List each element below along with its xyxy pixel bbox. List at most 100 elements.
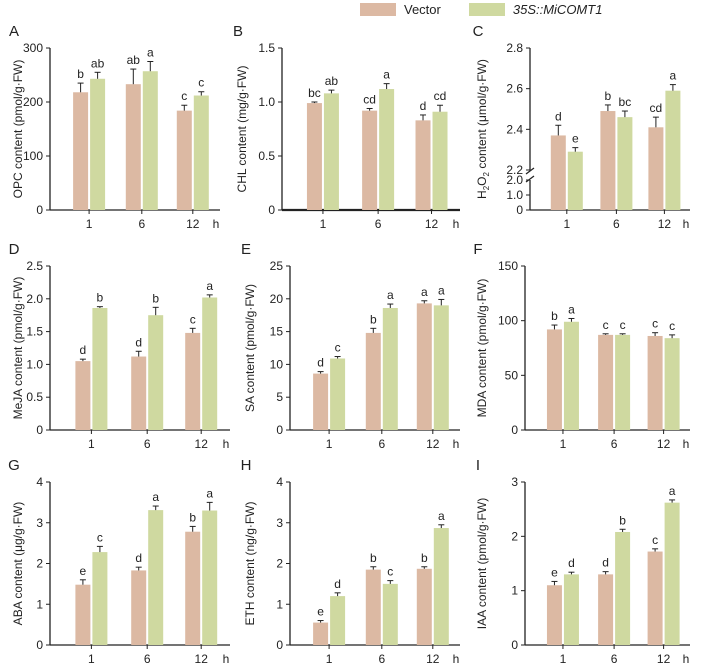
y-tick-label: 0 [36,203,43,217]
panel-letter-e: E [241,241,251,258]
significance-letter: a [383,68,390,82]
bar-overexpression [92,307,108,430]
x-unit-label: h [213,217,220,231]
x-tick-label: 12 [425,217,439,231]
y-tick-label: 0 [511,638,518,652]
bar-vector [647,551,663,645]
x-tick-label: 1 [326,437,333,451]
significance-letter: a [438,509,445,523]
bar-overexpression [323,93,339,210]
significance-letter: cd [363,92,376,106]
significance-letter: c [181,89,187,103]
x-tick-label: 12 [426,652,440,666]
y-tick-label: 3 [511,475,518,489]
significance-letter: b [605,89,612,103]
x-tick-label: 6 [138,217,145,231]
bar-overexpression [615,334,631,430]
bar-overexpression [92,552,108,645]
bar-vector [415,120,431,210]
panel-e: E 0 5 10 15 20 25 SA content (pmol/g·FW) 1 6 12 h d b… [241,241,460,451]
y-tick-label: 10 [270,357,284,371]
significance-letter: c [97,530,103,544]
bar-vector [416,568,432,645]
significance-letter: c [190,312,196,326]
significance-letter: c [387,565,393,579]
bar-overexpression [330,358,346,430]
bar-vector [131,356,147,430]
panel-b: B 0 0.5 1.0 1.5 CHL content (mg/g·FW) 1 6 12 h bc c… [233,23,460,231]
legend-item-overexpression: 35S::MiCOMT1 [468,1,603,17]
y-tick-label: 2.2 [506,163,523,177]
bar-vector [365,569,381,645]
significance-letter: a [421,285,428,299]
y-tick-label: 4 [36,475,43,489]
significance-letter: bc [619,95,632,109]
legend-swatch-vector [360,2,396,16]
bar-vector [365,332,381,430]
significance-letter: e [551,565,558,579]
x-tick-label: 1 [320,217,327,231]
axis-break-mark [525,167,535,175]
bar-overexpression [330,596,346,645]
y-tick-label: 2.6 [506,82,523,96]
bar-overexpression [665,90,681,210]
bar-overexpression [563,321,579,430]
significance-letter: b [97,291,104,305]
bar-vector [131,570,147,645]
significance-letter: cd [650,101,663,115]
y-axis-label-part: O [475,176,489,185]
bar-overexpression [90,78,106,210]
panel-letter-a: A [9,23,19,40]
y-tick-label: 2.0 [506,173,523,187]
significance-letter: e [80,564,87,578]
x-tick-label: 12 [195,437,209,451]
y-tick-label: 1 [511,584,518,598]
y-tick-label: 0 [268,203,275,217]
x-unit-label: h [453,217,460,231]
significance-letter: b [370,312,377,326]
y-axis-label: MDA content (pmol/g·FW) [475,279,489,418]
y-tick-label: 1.5 [258,41,275,55]
x-unit-label: h [453,437,460,451]
significance-letter: a [669,484,676,498]
bar-overexpression [433,305,449,430]
significance-letter: a [670,69,677,83]
y-tick-label: 25 [270,259,284,273]
x-tick-label: 12 [186,217,200,231]
bar-vector [546,329,562,430]
y-axis-label-part: 2 [482,171,491,176]
bar-overexpression [382,307,398,430]
x-tick-label: 6 [378,437,385,451]
y-axis-label: ETH content (ng/g·FW) [243,501,257,625]
bar-vector [313,373,329,430]
y-axis-label: OPC content (pmol/g·FW) [11,60,25,199]
y-tick-label: 3 [36,516,43,530]
significance-letter: e [572,132,579,146]
y-axis-label: H2O2 content (μmol/g·FW) [475,59,491,199]
panel-a: A 0 100 200 300 OPC content (pmol/g·FW) 1 6 12 h b… [9,23,220,231]
significance-letter: bc [308,86,321,100]
y-tick-label: 4 [276,475,283,489]
bar-vector [550,135,566,210]
significance-letter: d [568,556,575,570]
y-tick-label: 1 [276,597,283,611]
x-unit-label: h [683,217,690,231]
x-tick-label: 12 [657,437,671,451]
x-tick-label: 6 [144,652,151,666]
bar-vector [185,332,201,430]
significance-letter: d [135,335,142,349]
bar-overexpression [567,151,583,210]
significance-letter: d [602,556,609,570]
x-tick-label: 1 [88,652,95,666]
y-tick-label: 2.8 [506,41,523,55]
x-tick-label: 1 [563,217,570,231]
bar-overexpression [615,531,631,645]
bar-overexpression [142,71,158,210]
legend-label-overexpression: 35S::MiCOMT1 [512,1,603,17]
significance-letter: b [189,510,196,524]
bar-vector [600,111,616,210]
bar-overexpression [202,297,218,430]
